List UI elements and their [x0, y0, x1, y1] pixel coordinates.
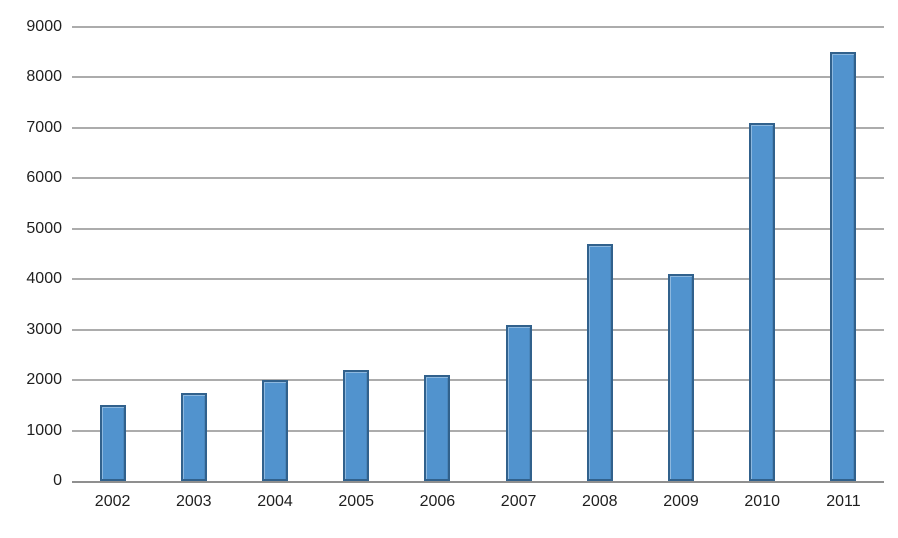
- bar-2002: [99, 405, 126, 481]
- y-tick-label-8000: 8000: [26, 68, 62, 86]
- y-tick-label-1000: 1000: [26, 421, 62, 439]
- bar-2008: [586, 243, 613, 481]
- bar-2003: [180, 392, 207, 481]
- x-tick-label-2002: 2002: [94, 493, 131, 510]
- plot-area: [72, 26, 884, 483]
- y-tick-label-9000: 9000: [26, 18, 62, 35]
- x-tick-label-2010: 2010: [744, 493, 780, 510]
- gridline-2000: [72, 379, 884, 382]
- gridline-9000: [72, 26, 884, 28]
- gridline-5000: [72, 227, 884, 230]
- bar-2006: [424, 375, 451, 481]
- x-tick-label-2011: 2011: [826, 493, 861, 510]
- gridline-8000: [72, 76, 884, 79]
- y-tick-label-4000: 4000: [26, 270, 62, 288]
- y-tick-label-7000: 7000: [26, 118, 62, 136]
- x-tick-label-2003: 2003: [175, 493, 212, 510]
- y-tick-label-3000: 3000: [26, 320, 62, 338]
- gridline-7000: [72, 126, 884, 129]
- bar-2009: [668, 274, 694, 481]
- y-tick-label-0: 0: [53, 472, 62, 489]
- bar-2010: [749, 122, 776, 481]
- gridline-4000: [72, 278, 884, 281]
- y-tick-label-2000: 2000: [26, 371, 62, 389]
- x-tick-label-2007: 2007: [500, 493, 537, 510]
- gridline-3000: [72, 328, 884, 331]
- gridline-6000: [72, 177, 884, 180]
- bar-2004: [262, 380, 288, 481]
- y-tick-label-5000: 5000: [26, 219, 62, 237]
- x-tick-label-2008: 2008: [581, 493, 618, 510]
- x-tick-label-2009: 2009: [663, 493, 699, 510]
- gridline-1000: [72, 429, 884, 432]
- bar-2007: [505, 324, 532, 481]
- x-tick-label-2006: 2006: [419, 493, 456, 510]
- x-tick-label-2004: 2004: [257, 493, 293, 510]
- bar-2011: [830, 52, 857, 481]
- bar-2005: [343, 370, 370, 481]
- y-tick-label-6000: 6000: [26, 169, 62, 187]
- x-tick-label-2005: 2005: [338, 493, 374, 510]
